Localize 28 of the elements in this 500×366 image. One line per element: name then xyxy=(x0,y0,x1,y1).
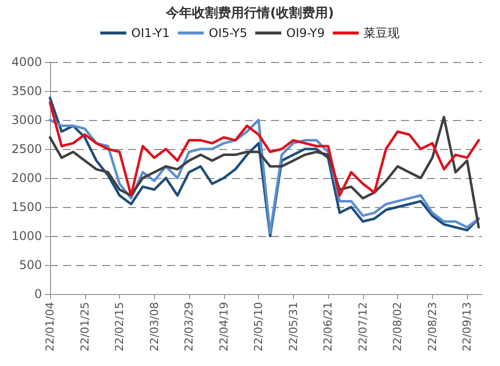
x-tick-label: 22/02/15 xyxy=(113,302,126,352)
x-tick-label: 22/04/19 xyxy=(217,302,230,352)
y-tick-label: 3000 xyxy=(11,113,42,127)
y-tick-label: 3500 xyxy=(11,84,42,98)
y-tick-label: 1000 xyxy=(11,229,42,243)
x-tick-label: 22/08/23 xyxy=(426,302,439,352)
x-tick-label: 22/09/13 xyxy=(460,302,474,352)
y-tick-label: 0 xyxy=(34,287,42,301)
x-tick-label: 22/06/21 xyxy=(322,302,335,352)
legend-label: OI1-Y1 xyxy=(131,26,170,40)
x-tick-label: 22/05/31 xyxy=(286,302,300,352)
y-tick-label: 2000 xyxy=(11,171,42,185)
x-tick-label: 22/05/10 xyxy=(252,302,266,352)
x-tick-label: 22/01/04 xyxy=(44,302,56,352)
line-series xyxy=(48,101,480,197)
x-tick-label: 22/03/08 xyxy=(148,302,161,352)
legend-label: OI9-Y9 xyxy=(286,26,325,40)
y-tick-label: 2500 xyxy=(11,142,42,156)
x-tick-label: 22/08/02 xyxy=(391,302,404,352)
legend-label: 菜豆现 xyxy=(364,26,400,40)
y-tick-label: 4000 xyxy=(11,55,42,69)
x-tick-label: 22/01/25 xyxy=(78,302,92,352)
y-tick-label: 500 xyxy=(19,258,42,272)
chart-title: 今年收割费用行情(收割费用) xyxy=(165,5,334,21)
x-tick-label: 22/07/12 xyxy=(356,302,370,352)
y-tick-label: 1500 xyxy=(11,200,42,214)
x-tick-label: 22/03/29 xyxy=(182,302,196,352)
legend-label: OI5-Y5 xyxy=(208,26,248,40)
